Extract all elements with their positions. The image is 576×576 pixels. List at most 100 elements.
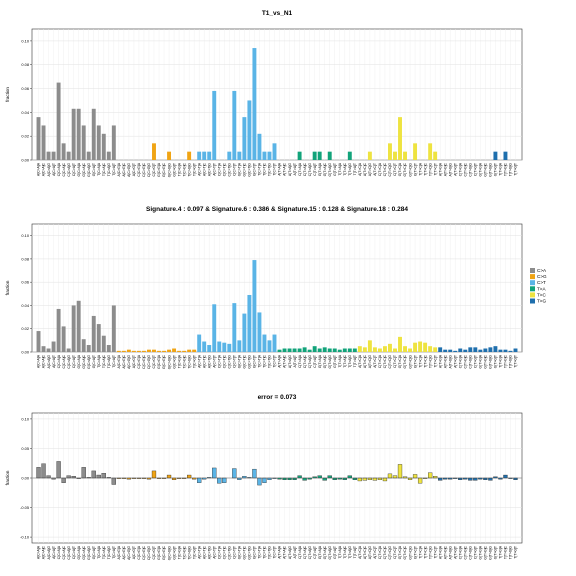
x-tick-label: A[T>G]G bbox=[448, 546, 452, 560]
x-tick-label: A[C>G]C bbox=[122, 354, 126, 368]
x-tick-label: A[C>A]C bbox=[42, 354, 46, 368]
bar-2-8 bbox=[71, 305, 76, 352]
x-tick-label: C[T>C]A bbox=[378, 354, 382, 368]
bar-2-5 bbox=[56, 308, 61, 352]
bar-2-35 bbox=[207, 345, 212, 352]
x-tick-label: G[T>C]T bbox=[413, 163, 417, 176]
bar-1-94 bbox=[503, 151, 508, 160]
x-tick-label: T[C>A]A bbox=[97, 354, 101, 368]
x-tick-label: A[C>T]C bbox=[202, 162, 206, 176]
x-tick-label: T[C>G]C bbox=[182, 545, 186, 559]
bar-2-17 bbox=[116, 350, 121, 352]
x-tick-label: T[T>G]A bbox=[499, 545, 503, 559]
bar-3-41 bbox=[237, 477, 242, 480]
bar-1-6 bbox=[61, 143, 66, 160]
x-tick-label: T[T>C]T bbox=[433, 163, 437, 176]
x-tick-label: A[T>A]T bbox=[293, 355, 297, 368]
x-tick-label: C[C>A]G bbox=[67, 163, 71, 177]
bar-2-66 bbox=[362, 347, 367, 352]
bar-3-47 bbox=[267, 477, 272, 480]
bar-2-56 bbox=[312, 346, 317, 352]
x-tick-label: C[C>A]C bbox=[62, 545, 66, 559]
x-tick-label: T[T>G]T bbox=[514, 355, 518, 368]
x-tick-label: T[C>T]A bbox=[258, 354, 262, 367]
bar-2-73 bbox=[398, 336, 402, 352]
bar-1-31 bbox=[187, 151, 192, 160]
x-tick-label: T[C>T]A bbox=[258, 162, 262, 175]
x-tick-label: G[T>A]C bbox=[323, 162, 327, 176]
bar-2-59 bbox=[327, 348, 332, 352]
bar-2-79 bbox=[428, 346, 433, 352]
x-tick-label: T[C>A]G bbox=[107, 546, 111, 560]
x-tick-label: G[T>A]T bbox=[333, 163, 337, 176]
bar-2-1 bbox=[36, 331, 41, 352]
bar-3-37 bbox=[217, 477, 222, 484]
bar-1-13 bbox=[96, 125, 101, 160]
x-tick-label: C[C>A]G bbox=[67, 355, 71, 369]
x-tick-label: G[T>G]T bbox=[494, 355, 498, 368]
chart-panel-3: -0.10 -0.05 0.00 0.05 0.10 error = 0.073 fract… bbox=[5, 394, 523, 560]
x-tick-label: A[C>T]G bbox=[207, 163, 211, 177]
x-tick-label: T[C>T]C bbox=[263, 545, 267, 558]
x-tick-label: G[C>A]G bbox=[87, 355, 91, 369]
bar-1-4 bbox=[51, 151, 56, 160]
x-tick-label: T[T>C]C bbox=[423, 354, 427, 367]
x-tick-label: G[T>G]C bbox=[484, 162, 488, 176]
x-tick-label: C[T>G]T bbox=[474, 163, 478, 176]
x-tick-label: T[C>G]A bbox=[177, 162, 181, 176]
x-tick-label: G[T>G]G bbox=[489, 163, 493, 177]
x-tick-label: C[C>A]A bbox=[57, 545, 61, 559]
x-tick-label: C[C>T]C bbox=[222, 545, 226, 559]
x-tick-label: G[C>G]C bbox=[162, 354, 166, 369]
x-tick-label: A[T>C]C bbox=[363, 354, 367, 368]
x-tick-label: C[C>T]G bbox=[228, 546, 232, 560]
x-tick-label: C[C>G]A bbox=[137, 545, 141, 559]
legend-label: T>C bbox=[537, 292, 546, 297]
bar-3-14 bbox=[101, 473, 106, 479]
x-tick-label: A[C>G]T bbox=[132, 355, 136, 368]
x-tick-label: T[C>T]G bbox=[268, 355, 272, 368]
bar-1-12 bbox=[91, 108, 96, 160]
x-tick-label: A[C>T]G bbox=[207, 546, 211, 560]
bar-3-63 bbox=[347, 475, 352, 479]
x-tick-label: G[C>T]A bbox=[238, 162, 242, 176]
x-tick-label: T[T>C]T bbox=[433, 546, 437, 559]
bar-2-91 bbox=[488, 347, 493, 352]
x-tick-label: A[C>G]C bbox=[122, 162, 126, 176]
bar-1-42 bbox=[242, 117, 247, 160]
y-tick-label: 0.00 bbox=[21, 475, 29, 480]
bar-1-24 bbox=[152, 143, 156, 160]
bar-2-96 bbox=[513, 348, 518, 352]
x-tick-label: G[T>A]G bbox=[328, 355, 332, 369]
bar-3-2 bbox=[41, 463, 46, 479]
x-tick-label: A[T>C]T bbox=[373, 546, 377, 559]
bar-2-55 bbox=[307, 349, 312, 352]
y-tick-label: 0.08 bbox=[21, 256, 29, 261]
bar-3-10 bbox=[81, 467, 86, 479]
x-tick-label: G[T>C]A bbox=[398, 162, 402, 176]
bar-3-52 bbox=[292, 477, 297, 480]
bar-3-28 bbox=[171, 477, 177, 480]
x-tick-label: T[T>A]C bbox=[343, 354, 347, 367]
x-tick-label: T[T>C]G bbox=[428, 355, 432, 368]
x-tick-label: G[C>T]A bbox=[238, 545, 242, 559]
bar-2-33 bbox=[197, 334, 202, 352]
x-tick-label: A[C>A]A bbox=[37, 354, 41, 368]
bar-3-6 bbox=[61, 477, 66, 483]
bar-1-45 bbox=[257, 133, 262, 160]
bar-1-39 bbox=[227, 151, 232, 160]
x-tick-label: G[T>C]T bbox=[413, 546, 417, 559]
x-tick-label: G[C>T]C bbox=[243, 354, 247, 368]
bar-3-3 bbox=[46, 475, 51, 479]
x-tick-label: G[T>A]G bbox=[328, 163, 332, 177]
bar-2-44 bbox=[252, 260, 257, 352]
x-tick-label: C[T>G]C bbox=[463, 354, 467, 368]
bar-2-32 bbox=[192, 349, 197, 352]
x-tick-label: T[T>G]C bbox=[504, 162, 508, 176]
bar-3-1 bbox=[36, 467, 41, 479]
legend-swatch bbox=[530, 280, 535, 286]
x-tick-label: C[T>C]G bbox=[388, 355, 392, 369]
x-tick-label: T[C>G]T bbox=[192, 546, 196, 559]
bar-3-76 bbox=[412, 474, 418, 479]
